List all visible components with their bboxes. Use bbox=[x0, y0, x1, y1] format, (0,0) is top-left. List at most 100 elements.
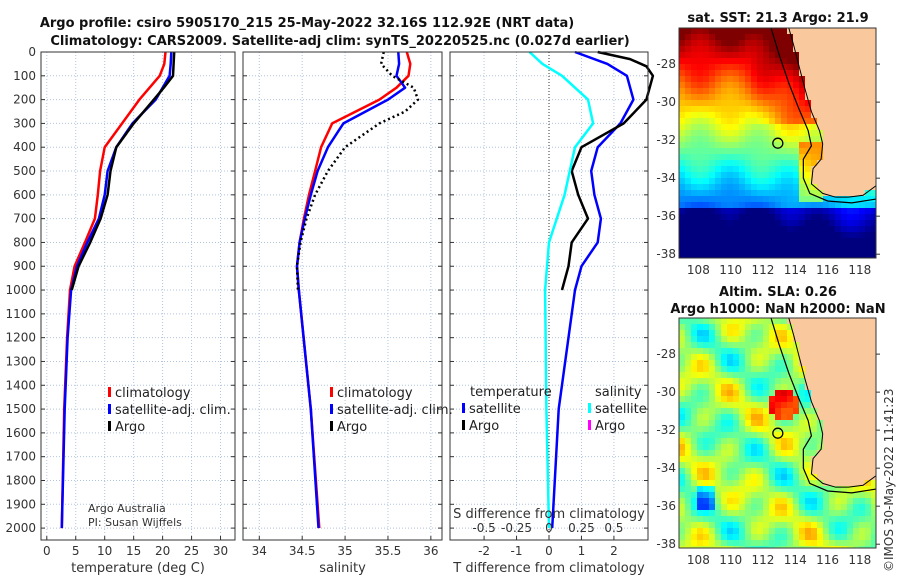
map-cell bbox=[775, 450, 781, 456]
map-cell bbox=[805, 112, 811, 118]
map-cell bbox=[871, 384, 876, 390]
map-cell bbox=[823, 528, 829, 534]
map-cell bbox=[793, 444, 799, 450]
map-cell bbox=[739, 190, 745, 196]
map-cell bbox=[805, 444, 811, 450]
map-cell bbox=[859, 166, 865, 172]
map-cell bbox=[709, 250, 715, 256]
map-cell bbox=[679, 432, 685, 438]
map-cell bbox=[871, 130, 876, 136]
lon-tick-label: 118 bbox=[848, 263, 871, 277]
map-cell bbox=[781, 238, 787, 244]
map-cell bbox=[805, 522, 811, 528]
map-cell bbox=[811, 462, 817, 468]
map-cell bbox=[865, 324, 871, 330]
map-cell bbox=[793, 256, 799, 258]
map-cell bbox=[871, 396, 876, 402]
map-cell bbox=[679, 256, 685, 258]
map-cell bbox=[811, 88, 817, 94]
map-cell bbox=[823, 64, 829, 70]
map-cell bbox=[709, 208, 715, 214]
map-cell bbox=[763, 256, 769, 258]
map-cell bbox=[745, 402, 751, 408]
map-cell bbox=[781, 432, 787, 438]
map-cell bbox=[769, 516, 775, 522]
map-cell bbox=[739, 220, 745, 226]
y-tick-label: 1600 bbox=[5, 426, 36, 440]
map-cell bbox=[781, 244, 787, 250]
map-cell bbox=[865, 118, 871, 124]
map-cell bbox=[703, 154, 709, 160]
map-cell bbox=[721, 444, 727, 450]
map-cell bbox=[703, 196, 709, 202]
map-cell bbox=[817, 178, 823, 184]
map-cell bbox=[709, 244, 715, 250]
map-cell bbox=[685, 112, 691, 118]
map-cell bbox=[739, 384, 745, 390]
map-cell bbox=[835, 46, 841, 52]
map-cell bbox=[841, 408, 847, 414]
map-cell bbox=[727, 148, 733, 154]
map-cell bbox=[787, 154, 793, 160]
map-cell bbox=[709, 450, 715, 456]
map-cell bbox=[697, 94, 703, 100]
map-cell bbox=[835, 480, 841, 486]
map-cell bbox=[733, 172, 739, 178]
map-cell bbox=[859, 52, 865, 58]
map-cell bbox=[823, 76, 829, 82]
map-cell bbox=[865, 112, 871, 118]
map-cell bbox=[841, 184, 847, 190]
map-cell bbox=[853, 166, 859, 172]
map-cell bbox=[709, 34, 715, 40]
map-cell bbox=[721, 480, 727, 486]
lon-tick-label: 108 bbox=[687, 553, 710, 567]
map-cell bbox=[859, 474, 865, 480]
map-cell bbox=[721, 106, 727, 112]
map-cell bbox=[793, 58, 799, 64]
map-cell bbox=[847, 546, 853, 548]
map-cell bbox=[793, 348, 799, 354]
map-cell bbox=[745, 498, 751, 504]
map-cell bbox=[847, 498, 853, 504]
map-cell bbox=[691, 438, 697, 444]
map-cell bbox=[775, 486, 781, 492]
map-cell bbox=[859, 40, 865, 46]
map-cell bbox=[745, 226, 751, 232]
map-cell bbox=[745, 112, 751, 118]
map-cell bbox=[781, 256, 787, 258]
map-cell bbox=[703, 148, 709, 154]
map-cell bbox=[829, 154, 835, 160]
legend-title-salinity: salinity bbox=[595, 385, 642, 400]
map-cell bbox=[697, 414, 703, 420]
map-cell bbox=[859, 510, 865, 516]
map-cell bbox=[739, 534, 745, 540]
map-cell bbox=[787, 106, 793, 112]
map-cell bbox=[835, 250, 841, 256]
map-cell bbox=[775, 70, 781, 76]
map-cell bbox=[811, 214, 817, 220]
map-cell bbox=[853, 546, 859, 548]
map-cell bbox=[865, 232, 871, 238]
map-cell bbox=[721, 184, 727, 190]
map-cell bbox=[793, 76, 799, 82]
map-cell bbox=[811, 324, 817, 330]
map-cell bbox=[763, 88, 769, 94]
map-cell bbox=[811, 154, 817, 160]
map-cell bbox=[835, 40, 841, 46]
map-cell bbox=[805, 94, 811, 100]
map-cell bbox=[811, 384, 817, 390]
map-cell bbox=[709, 88, 715, 94]
map-cell bbox=[715, 238, 721, 244]
map-cell bbox=[817, 528, 823, 534]
map-cell bbox=[757, 480, 763, 486]
map-cell bbox=[787, 232, 793, 238]
map-cell bbox=[697, 118, 703, 124]
map-cell bbox=[757, 408, 763, 414]
map-cell bbox=[799, 88, 805, 94]
map-cell bbox=[829, 196, 835, 202]
map-cell bbox=[871, 372, 876, 378]
map-cell bbox=[859, 82, 865, 88]
map-cell bbox=[781, 178, 787, 184]
lat-tick-label: -28 bbox=[656, 57, 676, 71]
map-cell bbox=[727, 196, 733, 202]
